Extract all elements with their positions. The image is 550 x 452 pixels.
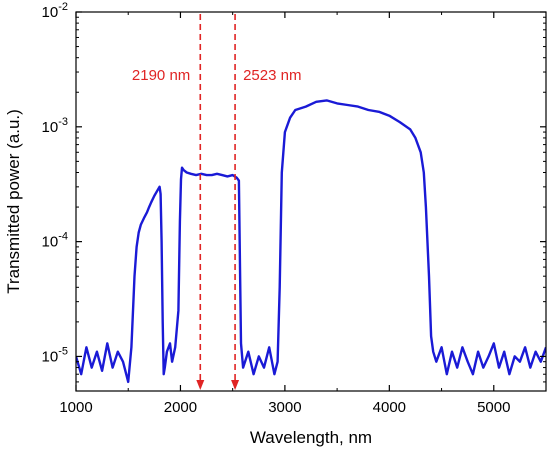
plot-frame	[75, 11, 547, 392]
series-layer	[76, 99, 546, 384]
y-axis: 10-5 10-4 10-3 10-2	[42, 1, 546, 383]
y-tick-label: 10-4	[42, 231, 68, 251]
x-tick-label: 1000	[59, 399, 92, 416]
wavelength-marker-label: 2190 nm	[132, 67, 190, 84]
x-axis-title: Wavelength, nm	[250, 428, 372, 447]
wavelength-marker-arrowhead	[196, 380, 205, 390]
y-tick-label: 10-2	[42, 1, 68, 21]
x-tick-label: 5000	[477, 399, 510, 416]
wavelength-marker-arrowhead	[231, 380, 240, 390]
y-tick-label: 10-3	[42, 116, 68, 136]
transmission-series-line	[76, 99, 546, 384]
wavelength-marker-label: 2523 nm	[243, 67, 301, 84]
annotation-layer: 2190 nm 2523 nm	[132, 14, 301, 390]
x-tick-label: 3000	[268, 399, 301, 416]
x-axis: 1000 2000 3000 4000 5000	[59, 12, 510, 416]
y-axis-title: Transmitted power (a.u.)	[4, 109, 23, 294]
x-tick-label: 2000	[164, 399, 197, 416]
y-tick-label: 10-5	[42, 345, 68, 365]
x-tick-label: 4000	[373, 399, 406, 416]
